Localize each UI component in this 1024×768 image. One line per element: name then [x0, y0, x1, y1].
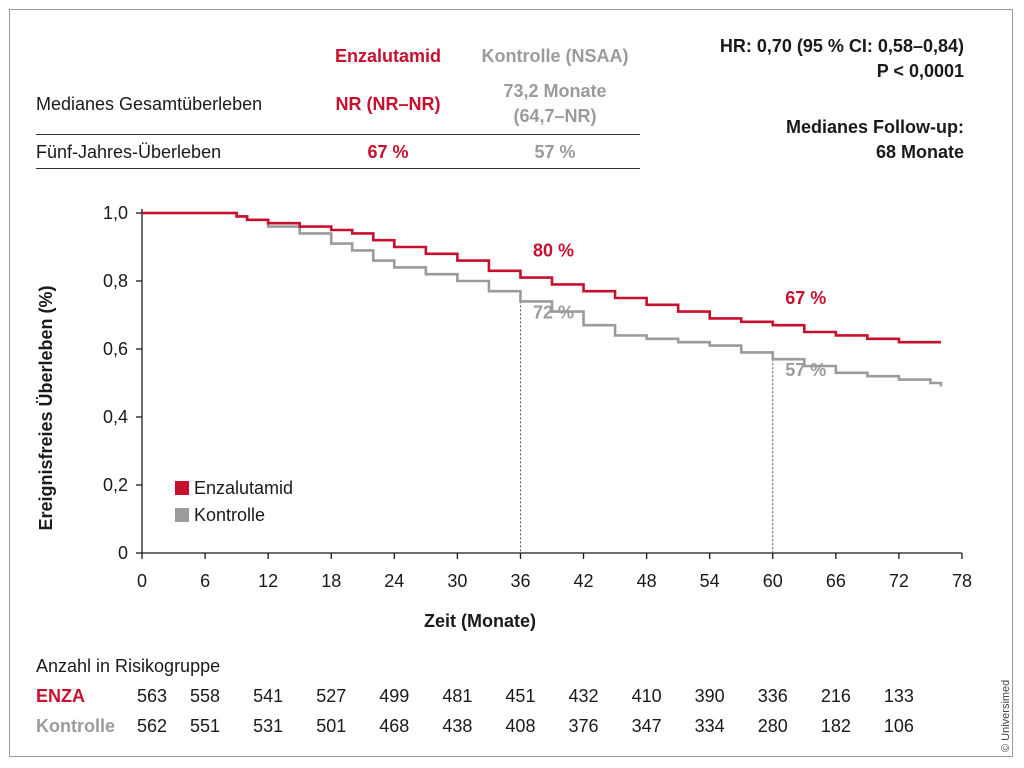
x-tick-label: 48 — [637, 571, 657, 591]
risk-cell: 551 — [190, 716, 221, 736]
x-tick-label: 66 — [826, 571, 846, 591]
risk-cell: 106 — [883, 716, 914, 736]
series-line-enzalutamid — [142, 211, 941, 344]
x-tick-label: 24 — [384, 571, 404, 591]
annotation-label: 57 % — [785, 360, 826, 380]
table-bottom-rule — [36, 168, 640, 169]
risk-cell: 468 — [379, 716, 410, 736]
risk-cell: 390 — [694, 686, 725, 706]
x-tick-label: 6 — [200, 571, 210, 591]
y-tick-label: 0,4 — [103, 407, 128, 427]
median-os-control-value: 73,2 Monate — [503, 81, 607, 101]
y-tick-label: 0,6 — [103, 339, 128, 359]
y-tick-label: 1,0 — [103, 203, 128, 223]
legend-label-enzalutamid: Enzalutamid — [194, 478, 293, 498]
hazard-ratio: HR: 0,70 (95 % CI: 0,58–0,84) — [719, 36, 964, 56]
annotation-label: 80 % — [533, 241, 574, 261]
x-tick-label: 0 — [137, 571, 147, 591]
figure-frame — [9, 9, 1013, 757]
x-tick-label: 42 — [574, 571, 594, 591]
risk-cell: 432 — [568, 686, 599, 706]
risk-cell: 481 — [442, 686, 473, 706]
risk-cell: 336 — [757, 686, 788, 706]
median-os-enza: NR (NR–NR) — [335, 94, 441, 114]
risk-cell: 531 — [253, 716, 284, 736]
risk-cell: 347 — [631, 716, 662, 736]
risk-cell: 558 — [190, 686, 221, 706]
risk-cell: 499 — [379, 686, 410, 706]
col-header-control: Kontrolle (NSAA) — [481, 46, 629, 66]
followup-label: Medianes Follow-up: — [786, 117, 964, 137]
series-line-kontrolle — [142, 211, 943, 387]
risk-cell: 408 — [505, 716, 536, 736]
risk-cell: 562 — [136, 716, 168, 736]
legend-swatch-enzalutamid — [175, 481, 189, 495]
risk-row-label-control: Kontrolle — [36, 716, 115, 736]
followup-value: 68 Monate — [875, 142, 964, 162]
x-tick-label: 60 — [763, 571, 783, 591]
x-axis-label: Zeit (Monate) — [424, 611, 536, 631]
five-year-control: 57 % — [534, 142, 576, 162]
row-label-median-os: Medianes Gesamtüberleben — [36, 94, 263, 114]
y-tick-label: 0,8 — [103, 271, 128, 291]
annotation-label: 72 % — [533, 302, 574, 322]
x-tick-label: 12 — [258, 571, 278, 591]
risk-cell: 216 — [820, 686, 851, 706]
table-divider — [36, 134, 640, 135]
x-tick-label: 54 — [700, 571, 720, 591]
col-header-enzalutamid: Enzalutamid — [334, 46, 441, 66]
risk-cell: 501 — [316, 716, 347, 736]
row-label-five-year-survival: Fünf-Jahres-Überleben — [36, 142, 222, 162]
x-tick-label: 72 — [889, 571, 909, 591]
legend-label-kontrolle: Kontrolle — [194, 505, 265, 525]
risk-cell: 563 — [136, 686, 168, 706]
risk-cell: 541 — [253, 686, 284, 706]
risk-cell: 182 — [820, 716, 851, 736]
median-os-control-ci: (64,7–NR) — [513, 106, 597, 126]
risk-cell: 376 — [568, 716, 599, 736]
x-tick-label: 78 — [952, 571, 972, 591]
risk-table-title: Anzahl in Risikogruppe — [36, 656, 221, 676]
risk-cell: 527 — [316, 686, 347, 706]
risk-cell: 334 — [694, 716, 725, 736]
risk-cell: 280 — [757, 716, 788, 736]
legend-swatch-kontrolle — [175, 508, 189, 522]
x-tick-label: 18 — [321, 571, 341, 591]
y-tick-label: 0,2 — [103, 475, 128, 495]
risk-cell: 133 — [883, 686, 914, 706]
risk-cell: 438 — [442, 716, 473, 736]
y-axis-label: Ereignisfreies Überleben (%) — [36, 285, 56, 530]
risk-cell: 410 — [631, 686, 662, 706]
x-tick-label: 36 — [510, 571, 530, 591]
copyright-notice: © Universimed — [1000, 679, 1012, 752]
y-tick-label: 0 — [118, 543, 128, 563]
risk-cell: 451 — [505, 686, 536, 706]
annotation-label: 67 % — [785, 288, 826, 308]
five-year-enza: 67 % — [367, 142, 409, 162]
risk-row-label-enza: ENZA — [36, 686, 85, 706]
x-tick-label: 30 — [447, 571, 467, 591]
p-value: P < 0,0001 — [876, 61, 964, 81]
